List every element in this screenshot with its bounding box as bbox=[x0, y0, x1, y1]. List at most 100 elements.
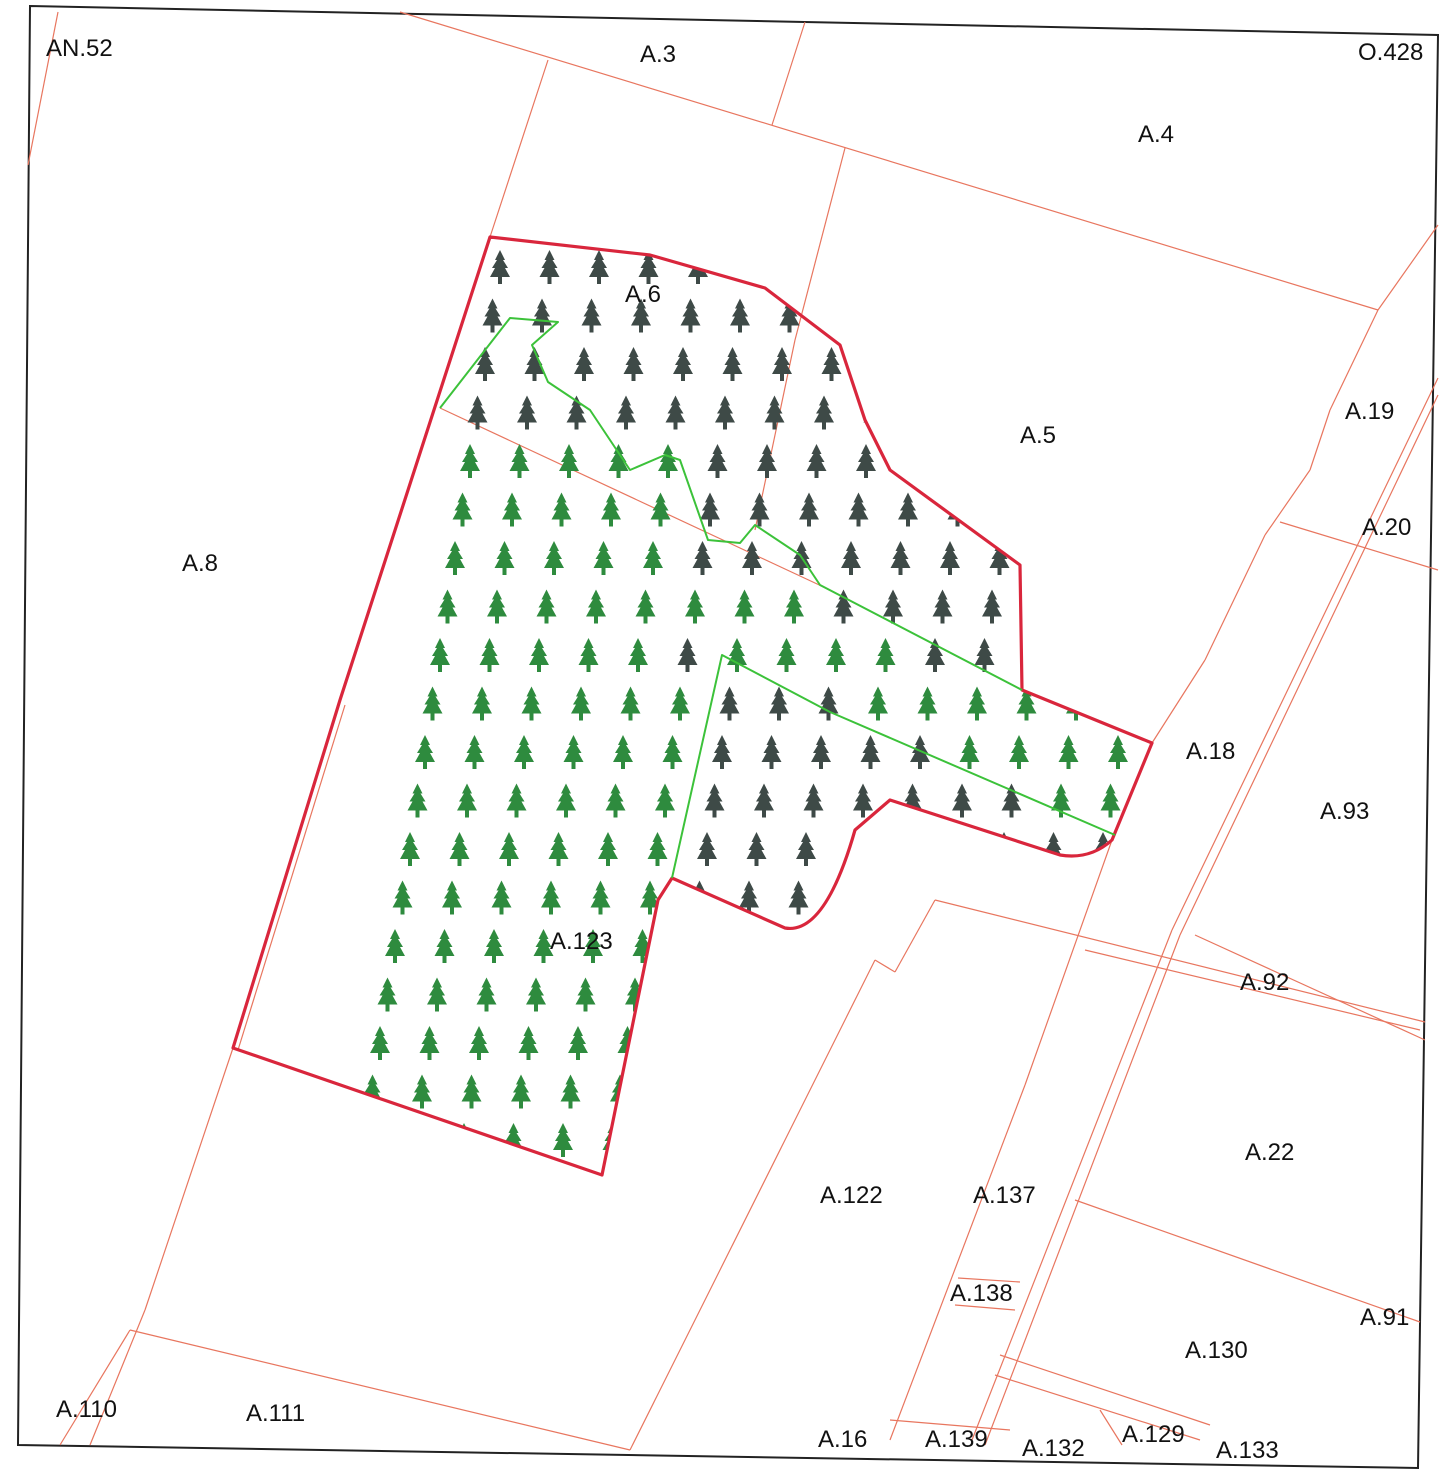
conifer-tree-icon bbox=[841, 541, 861, 575]
conifer-tree-icon bbox=[776, 638, 797, 672]
conifer-tree-icon bbox=[787, 250, 807, 284]
conifer-tree-icon bbox=[779, 298, 800, 333]
conifer-tree-icon bbox=[467, 395, 488, 430]
conifer-tree-icon bbox=[830, 929, 851, 963]
conifer-tree-icon bbox=[1162, 1026, 1182, 1060]
conifer-tree-icon bbox=[935, 250, 956, 284]
conifer-tree-icon bbox=[1210, 396, 1230, 430]
conifer-tree-icon bbox=[1048, 1123, 1068, 1157]
conifer-tree-icon bbox=[1249, 784, 1269, 818]
conifer-tree-icon bbox=[1133, 250, 1152, 284]
parcel-label-a110: A.110 bbox=[56, 1396, 117, 1423]
conifer-tree-icon bbox=[1031, 589, 1052, 624]
conifer-tree-icon bbox=[956, 1074, 977, 1109]
conifer-tree-icon bbox=[1147, 1123, 1152, 1157]
conifer-tree-icon bbox=[674, 977, 695, 1012]
conifer-tree-icon bbox=[997, 492, 1017, 527]
conifer-tree-icon bbox=[445, 541, 465, 575]
conifer-tree-icon bbox=[616, 395, 636, 430]
conifer-tree-icon bbox=[667, 1026, 687, 1060]
site-boundary bbox=[231, 235, 1154, 1177]
parcel-label-a132: A.132 bbox=[1022, 1435, 1085, 1462]
conifer-tree-icon bbox=[461, 1074, 482, 1109]
conifer-tree-icon bbox=[739, 880, 759, 915]
conifer-tree-icon bbox=[496, 1171, 516, 1175]
conifer-tree-icon bbox=[829, 298, 849, 333]
conifer-tree-icon bbox=[536, 589, 557, 624]
conifer-tree-icon bbox=[857, 1074, 878, 1109]
conifer-tree-icon bbox=[532, 298, 552, 333]
conifer-tree-icon bbox=[1013, 1026, 1034, 1060]
conifer-tree-icon bbox=[808, 1074, 828, 1109]
conifer-tree-icon bbox=[355, 1123, 375, 1157]
conifer-tree-icon bbox=[514, 735, 534, 769]
conifer-tree-icon bbox=[472, 686, 492, 721]
conifer-tree-icon bbox=[548, 832, 569, 866]
parcel-label-a16: A.16 bbox=[818, 1426, 867, 1453]
conifer-tree-icon bbox=[608, 444, 629, 478]
conifer-tree-icon bbox=[1197, 1123, 1217, 1157]
conifer-tree-icon bbox=[1145, 492, 1152, 527]
conifer-tree-icon bbox=[452, 492, 473, 527]
conifer-tree-icon bbox=[475, 347, 495, 381]
conifer-tree-icon bbox=[392, 880, 413, 915]
conifer-tree-icon bbox=[1070, 977, 1091, 1012]
conifer-tree-icon bbox=[559, 444, 579, 478]
conifer-tree-icon bbox=[910, 735, 930, 769]
conifer-tree-icon bbox=[826, 638, 846, 672]
conifer-tree-icon bbox=[1260, 396, 1280, 430]
conifer-tree-icon bbox=[1158, 735, 1178, 769]
conifer-tree-icon bbox=[1130, 589, 1151, 624]
parcel-label-a18: A.18 bbox=[1186, 738, 1235, 765]
conifer-tree-icon bbox=[821, 347, 842, 381]
conifer-tree-icon bbox=[793, 1171, 813, 1175]
conifer-tree-icon bbox=[1024, 638, 1044, 672]
conifer-tree-icon bbox=[1302, 444, 1322, 478]
conifer-tree-icon bbox=[650, 492, 671, 527]
conifer-tree-icon bbox=[446, 1171, 467, 1175]
conifer-tree-icon bbox=[1309, 396, 1329, 430]
conifer-tree-icon bbox=[1036, 880, 1056, 915]
conifer-tree-icon bbox=[1028, 929, 1049, 963]
conifer-tree-icon bbox=[407, 783, 428, 818]
conifer-tree-icon bbox=[734, 589, 755, 624]
conifer-tree-icon bbox=[751, 1123, 771, 1157]
conifer-tree-icon bbox=[1332, 250, 1352, 284]
conifer-tree-icon bbox=[1155, 1075, 1175, 1109]
conifer-tree-icon bbox=[1272, 638, 1292, 672]
conifer-tree-icon bbox=[652, 1123, 672, 1157]
conifer-tree-icon bbox=[460, 444, 480, 478]
conifer-tree-icon bbox=[575, 977, 596, 1012]
conifer-tree-icon bbox=[655, 783, 675, 818]
conifer-tree-icon bbox=[719, 686, 740, 721]
conifer-tree-icon bbox=[1090, 1171, 1110, 1175]
conifer-tree-icon bbox=[940, 541, 960, 575]
conifer-tree-icon bbox=[712, 735, 732, 769]
conifer-tree-icon bbox=[1225, 299, 1245, 333]
conifer-tree-icon bbox=[871, 347, 891, 381]
conifer-tree-icon bbox=[487, 589, 507, 624]
parcel-label-o428: O.428 bbox=[1358, 39, 1423, 66]
conifer-tree-icon bbox=[716, 1026, 737, 1060]
conifer-tree-icon bbox=[823, 977, 843, 1012]
conifer-tree-icon bbox=[872, 977, 893, 1012]
conifer-tree-icon bbox=[1073, 638, 1094, 672]
sub-area-boundary-north bbox=[439, 317, 1023, 691]
conifer-tree-icon bbox=[469, 1026, 489, 1060]
conifer-tree-icon bbox=[1192, 832, 1212, 866]
conifer-tree-icon bbox=[370, 1026, 390, 1060]
conifer-tree-icon bbox=[590, 880, 611, 915]
conifer-tree-icon bbox=[814, 395, 834, 430]
conifer-tree-icon bbox=[502, 492, 522, 527]
conifer-tree-icon bbox=[362, 1074, 383, 1109]
conifer-tree-icon bbox=[605, 783, 626, 818]
conifer-tree-icon bbox=[784, 589, 804, 624]
conifer-tree-icon bbox=[941, 1171, 962, 1175]
conifer-tree-icon bbox=[434, 929, 455, 963]
conifer-tree-icon bbox=[722, 347, 743, 381]
conifer-tree-icon bbox=[818, 686, 839, 721]
conifer-tree-icon bbox=[878, 298, 899, 333]
parcel-label-a5: A.5 bbox=[1020, 422, 1056, 449]
conifer-tree-icon bbox=[662, 735, 683, 769]
conifer-tree-icon bbox=[982, 589, 1002, 624]
